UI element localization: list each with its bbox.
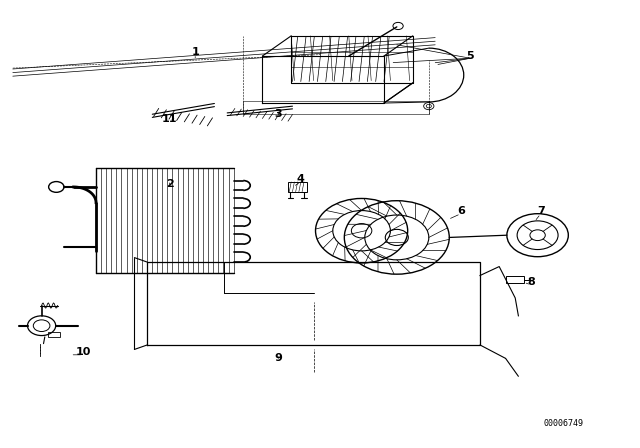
Text: 2: 2: [166, 179, 173, 189]
Text: 6: 6: [457, 206, 465, 215]
Text: 7: 7: [537, 206, 545, 215]
Text: 00006749: 00006749: [543, 419, 583, 428]
Bar: [243, 101, 429, 114]
Text: 4: 4: [297, 174, 305, 184]
Text: 11: 11: [162, 114, 177, 124]
Text: 8: 8: [527, 277, 535, 287]
Bar: [506, 276, 524, 283]
Text: 5: 5: [467, 51, 474, 61]
Text: 10: 10: [76, 347, 91, 357]
Text: 9: 9: [275, 353, 282, 363]
Text: 3: 3: [275, 109, 282, 119]
Bar: [288, 182, 307, 192]
Bar: [48, 332, 60, 337]
Text: 1: 1: [191, 47, 199, 56]
